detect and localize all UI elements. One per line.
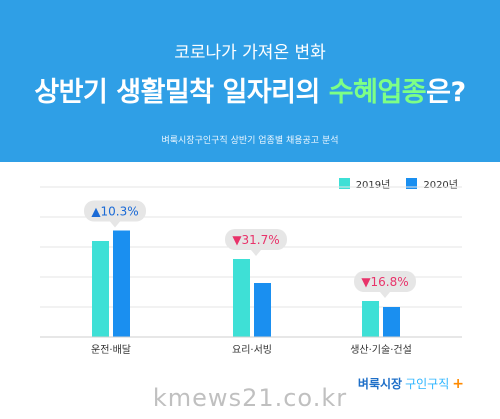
bar-2020년-2 xyxy=(254,283,271,337)
brand-name: 벼룩시장 xyxy=(357,377,403,391)
change-badge xyxy=(225,229,287,250)
legend-item-2019: 2019년 xyxy=(338,176,391,191)
change-badge-pointer xyxy=(380,292,390,298)
watermark: kmews21.co.kr xyxy=(152,384,348,412)
title-main: 상반기 생활밀착 일자리의 xyxy=(34,77,329,108)
change-label: ▼31.7% xyxy=(232,233,279,247)
header-subtitle: 코로나가 가져온 변화 xyxy=(174,43,326,63)
title-end: 은? xyxy=(426,77,466,108)
change-badge xyxy=(354,271,416,292)
change-badge-pointer xyxy=(110,221,120,228)
bar-2019년-3 xyxy=(362,301,379,337)
change-badge xyxy=(84,200,146,222)
legend-item-2020: 2020년 xyxy=(406,176,458,191)
legend-swatch-2020 xyxy=(406,178,418,189)
plus-icon: + xyxy=(452,375,464,392)
change-label: ▲10.3% xyxy=(91,205,138,219)
change-label: ▼16.8% xyxy=(361,275,408,289)
bar-2020년-1 xyxy=(113,230,130,337)
header-title: 상반기 생활밀착 일자리의 수혜업종은? xyxy=(0,70,500,109)
bar-2019년-1 xyxy=(92,241,109,337)
bar-2020년-3 xyxy=(383,307,400,337)
chart-legend: 2019년 2020년 xyxy=(338,176,458,191)
legend-label-2020: 2020년 xyxy=(423,180,458,191)
bar-2019년-2 xyxy=(233,259,250,337)
header-source-note: 벼룩시장구인구직 상반기 업종별 채용공고 분석 xyxy=(161,136,339,146)
legend-label-2019: 2019년 xyxy=(355,180,391,191)
category-label: 생산·기술·건설 xyxy=(350,344,412,356)
category-label: 요리·서빙 xyxy=(232,344,272,356)
header-banner: 코로나가 가져온 변화 상반기 생활밀착 일자리의 수혜업종은? 벼룩시장구인구… xyxy=(0,0,500,162)
change-badge-pointer xyxy=(251,250,261,256)
category-label: 운전·배달 xyxy=(91,344,131,356)
legend-swatch-2019 xyxy=(338,178,350,189)
brand-service: 구인구직 xyxy=(405,377,450,391)
brand-logo: 벼룩시장 구인구직 + xyxy=(358,375,464,392)
title-highlight: 수혜업종 xyxy=(328,77,427,108)
